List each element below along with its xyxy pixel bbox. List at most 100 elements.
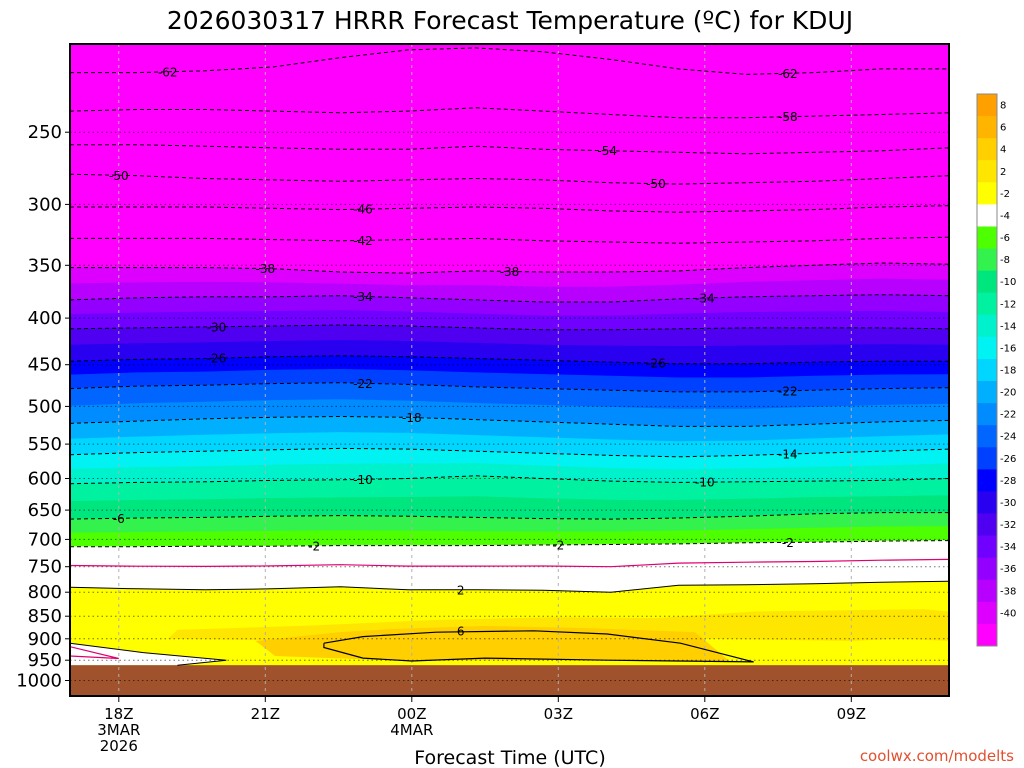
colorbar-tick-label: -32 (1000, 520, 1016, 531)
isotherm-label: -10 (695, 476, 715, 490)
colorbar-swatch (977, 314, 997, 338)
x-tick-label: 06Z (690, 705, 719, 723)
colorbar-swatch (977, 248, 997, 272)
colorbar-tick-label: -16 (1000, 343, 1016, 354)
isotherm-label: -2 (308, 539, 320, 553)
y-tick-label: 750 (28, 557, 62, 578)
y-tick-label: 850 (28, 606, 62, 627)
y-tick-label: 900 (28, 629, 62, 650)
y-tick-label: 800 (28, 582, 62, 603)
colorbar-tick-label: 4 (1000, 145, 1006, 156)
isotherm-label: -14 (778, 448, 798, 462)
x-axis-label: Forecast Time (UTC) (414, 747, 605, 768)
colorbar-swatch (977, 160, 997, 183)
colorbar-swatch (977, 226, 997, 250)
colorbar-tick-label: -36 (1000, 564, 1016, 575)
colorbar-tick-label: -28 (1000, 476, 1016, 487)
chart-title: 2026030317 HRRR Forecast Temperature (ºC… (167, 6, 853, 35)
colorbar-tick-label: -12 (1000, 299, 1016, 310)
colorbar-tick-label: -2 (1000, 189, 1010, 200)
colorbar-swatch (977, 204, 997, 227)
colorbar-swatch (977, 601, 997, 625)
isotherm-label: -22 (778, 384, 798, 398)
colorbar-tick-label: -8 (1000, 255, 1010, 266)
x-tick-label: 21Z (251, 705, 280, 723)
isotherm-label: -10 (353, 473, 373, 487)
x-tick-label: 3MAR (97, 721, 140, 739)
colorbar-tick-label: 6 (1000, 123, 1006, 134)
isotherm-label: 6 (457, 624, 465, 638)
isotherm-label: -22 (353, 377, 373, 391)
colorbar-tick-label: -40 (1000, 608, 1016, 619)
y-tick-label: 600 (28, 469, 62, 490)
colorbar-swatch (977, 270, 997, 294)
freezing-line (70, 558, 949, 568)
y-tick-label: 250 (28, 122, 62, 143)
isotherm-label: 2 (457, 583, 465, 597)
plot-area: -62 -62-58-54-50-50-46-42-38 -38-34 -34-30-… (70, 44, 949, 696)
colorbar-tick-label: -24 (1000, 432, 1016, 443)
freezing-line-pocket (70, 646, 119, 660)
x-tick-label: 09Z (837, 705, 866, 723)
x-tick-label: 03Z (544, 705, 573, 723)
y-tick-label: 650 (28, 500, 62, 521)
colorbar: 8 6 4 2 -2 -4 -6 -8 -10 -12 -14 -16 -18 -20 -22 -24 -26 -… (976, 93, 1016, 647)
isotherm-label: -50 (109, 169, 129, 183)
colorbar-swatch (977, 116, 997, 139)
y-tick-label: 350 (28, 255, 62, 276)
colorbar-swatch (977, 292, 997, 316)
colorbar-tick-label: -14 (1000, 321, 1016, 332)
colorbar-tick-label: -30 (1000, 498, 1016, 509)
y-tick-label: 950 (28, 650, 62, 671)
y-tick-label: 300 (28, 194, 62, 215)
y-tick-label: 400 (28, 308, 62, 329)
colorbar-swatch (977, 359, 997, 382)
colorbar-frame (976, 93, 998, 647)
isotherm-label: -34 (695, 292, 715, 306)
isotherm-label: -38 (255, 262, 275, 276)
colorbar-tick-label: -26 (1000, 454, 1016, 465)
colorbar-tick-label: 2 (1000, 167, 1006, 178)
isotherm-label: -38 (500, 265, 520, 279)
y-tick-label: 500 (28, 396, 62, 417)
colorbar-swatch (977, 579, 997, 603)
plot-frame (69, 43, 950, 697)
colorbar-tick-label: -38 (1000, 586, 1016, 597)
colorbar-swatch (977, 469, 997, 492)
colorbar-swatch (977, 513, 997, 537)
colorbar-swatch (977, 403, 997, 426)
colorbar-tick-label: -18 (1000, 366, 1016, 377)
colorbar-swatch (977, 623, 997, 647)
x-tick-label: 00Z (397, 705, 426, 723)
colorbar-tick-label: -4 (1000, 211, 1010, 222)
colorbar-swatch (977, 535, 997, 559)
isotherm-label: -2 (782, 536, 794, 550)
isotherm-label: -6 (113, 512, 125, 526)
isotherm-label: -62 (778, 67, 798, 81)
isotherm-label: -62 (158, 65, 178, 79)
colorbar-tick-label: -22 (1000, 410, 1016, 421)
x-tick-label: 18Z (104, 705, 133, 723)
isotherm-label: -26 (646, 357, 666, 371)
isotherm-label: -42 (353, 234, 373, 248)
isotherm-label: -58 (778, 110, 798, 124)
isotherm-label: -46 (353, 203, 373, 217)
colorbar-tick-label: 8 (1000, 101, 1006, 112)
isotherm-line (70, 47, 949, 75)
y-tick-label: 550 (28, 434, 62, 455)
x-tick-label: 2026 (100, 737, 138, 755)
colorbar-tick-label: -6 (1000, 233, 1010, 244)
x-tick-label: 4MAR (390, 721, 433, 739)
colorbar-tick-label: -10 (1000, 277, 1016, 288)
colorbar-swatch (977, 381, 997, 404)
isotherm-label: -2 (552, 538, 564, 552)
colorbar-swatch (977, 425, 997, 448)
isotherm-label: -54 (597, 144, 617, 158)
colorbar-swatch (977, 94, 997, 117)
isotherm-label: -18 (402, 411, 422, 425)
y-axis: 2503003504004505005506006507007508008509… (16, 122, 70, 692)
credit-text: coolwx.com/modelts (860, 747, 1014, 765)
isotherm-line-plus6 (323, 630, 754, 663)
